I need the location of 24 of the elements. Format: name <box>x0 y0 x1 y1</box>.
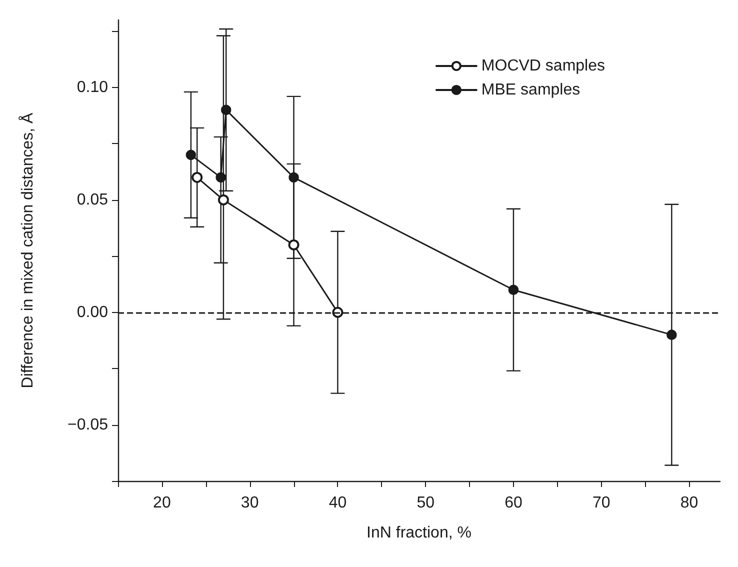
y-tick-label: 0.00 <box>76 304 108 321</box>
x-tick-label: 70 <box>592 494 610 512</box>
x-tick-label: 50 <box>416 494 435 512</box>
point <box>218 194 229 206</box>
x-tick-label: 60 <box>504 494 522 512</box>
y-axis-title: Difference in mixed cation distances, Å <box>18 112 36 388</box>
point <box>192 172 203 183</box>
y-tick-label: −0.05 <box>68 416 108 434</box>
y-tick-label: 0.10 <box>76 78 108 96</box>
point <box>216 172 226 183</box>
point <box>186 150 196 160</box>
y-tick-label: 0.05 <box>76 191 108 208</box>
legend-label: MOCVD samples <box>481 58 605 74</box>
point <box>288 172 299 183</box>
x-axis-title: InN fraction, % <box>366 524 472 542</box>
x-tick-label: 80 <box>680 494 698 512</box>
x-tick-label: 20 <box>153 494 171 512</box>
x-tick-label: 40 <box>328 494 347 512</box>
point <box>666 330 677 340</box>
legend-label: MBE samples <box>481 82 580 98</box>
x-tick-label: 30 <box>240 494 259 512</box>
point <box>221 104 232 116</box>
point <box>508 284 519 295</box>
point <box>288 239 300 250</box>
